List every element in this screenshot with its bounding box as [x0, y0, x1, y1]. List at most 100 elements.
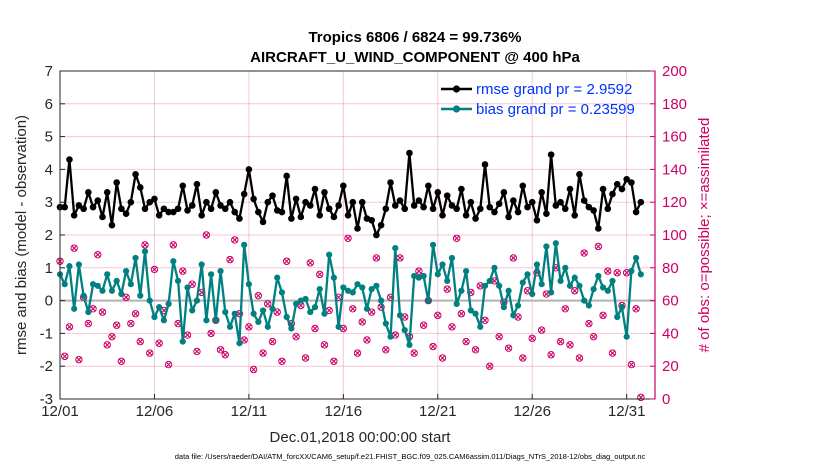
bias-point: [434, 271, 441, 278]
rmse-point: [118, 205, 125, 213]
bias-point: [269, 305, 276, 312]
rmse-point: [184, 207, 191, 214]
rmse-point: [623, 175, 630, 183]
rmse-point: [609, 190, 616, 198]
bias-point: [514, 302, 522, 309]
bias-point: [453, 300, 460, 307]
obs-possible-marker: [443, 285, 451, 293]
x-tick-label: 12/01: [41, 403, 79, 420]
bias-point: [439, 261, 446, 268]
y-right-tick-label: 40: [662, 325, 679, 342]
obs-assimilated-marker: [85, 320, 92, 327]
rmse-point: [557, 198, 564, 206]
obs-assimilated-marker: [538, 327, 545, 334]
obs-assimilated-marker: [557, 338, 564, 345]
obs-possible-marker: [122, 293, 130, 302]
obs-possible-marker: [282, 257, 291, 265]
obs-assimilated-marker: [312, 325, 318, 332]
rmse-point: [500, 189, 508, 196]
rmse-point: [396, 197, 404, 204]
bias-point: [151, 313, 158, 321]
obs-assimilated-marker: [415, 268, 422, 275]
bias-point: [85, 308, 92, 316]
bias-point: [562, 264, 569, 271]
bias-point: [529, 290, 536, 298]
obs-assimilated-marker: [600, 312, 607, 319]
y-right-tick-label: 60: [662, 293, 679, 310]
bias-point: [108, 287, 116, 294]
bias-point: [576, 282, 583, 289]
y-axis-label-right: # of obs: o=possible; ×=assimilated: [696, 118, 713, 353]
rmse-point: [70, 212, 78, 219]
rmse-point: [66, 156, 73, 163]
obs-assimilated-marker: [123, 294, 130, 301]
obs-assimilated-marker: [241, 336, 248, 343]
obs-possible-marker: [528, 334, 536, 343]
obs-possible-marker: [613, 269, 621, 277]
bias-point: [401, 327, 408, 334]
bias-point: [170, 258, 177, 265]
rmse-point: [259, 218, 267, 226]
obs-possible-marker: [226, 255, 234, 264]
rmse-point: [278, 208, 286, 216]
rmse-point: [519, 182, 527, 190]
rmse-point: [476, 205, 484, 213]
rmse-point: [443, 192, 451, 199]
obs-assimilated-marker: [420, 322, 427, 329]
rmse-point: [335, 202, 342, 209]
bias-point: [75, 261, 82, 268]
obs-assimilated-marker: [529, 335, 536, 342]
obs-possible-marker: [117, 357, 126, 365]
obs-assimilated-marker: [278, 358, 285, 365]
rmse-point: [306, 202, 314, 209]
rmse-point: [179, 182, 187, 190]
bias-point: [411, 272, 418, 280]
obs-possible-marker: [221, 351, 229, 359]
bias-point: [340, 284, 347, 291]
rmse-point: [344, 212, 352, 219]
bias-point: [420, 272, 427, 280]
obs-assimilated-marker: [104, 341, 111, 348]
obs-assimilated-marker: [217, 346, 224, 353]
rmse-point: [628, 179, 635, 186]
obs-possible-marker: [108, 332, 116, 341]
obs-possible-marker: [410, 349, 418, 357]
bias-point: [156, 304, 163, 311]
obs-possible-marker: [306, 259, 314, 267]
x-tick-label: 12/11: [231, 403, 267, 420]
bias-point: [236, 340, 243, 347]
obs-assimilated-marker: [595, 243, 602, 250]
obs-possible-marker: [65, 323, 74, 331]
rmse-point: [543, 210, 550, 217]
bias-point: [264, 323, 271, 330]
rmse-point: [382, 205, 390, 213]
obs-possible-marker: [608, 349, 617, 357]
bias-point: [614, 313, 621, 321]
obs-possible-marker: [231, 236, 239, 244]
rmse-point: [160, 205, 168, 213]
obs-assimilated-marker: [75, 356, 82, 363]
rmse-point: [212, 189, 220, 196]
bias-point: [609, 277, 616, 285]
y-right-tick-label: 200: [662, 63, 687, 80]
bias-point: [373, 282, 380, 289]
rmse-point: [406, 149, 413, 157]
rmse-point: [637, 198, 645, 206]
bias-point: [241, 241, 248, 248]
obs-possible-marker: [164, 360, 173, 369]
obs-possible-marker: [349, 305, 357, 313]
obs-possible-marker: [292, 332, 300, 341]
obs-assimilated-marker: [581, 250, 588, 257]
rmse-point: [576, 171, 583, 178]
bias-point: [61, 281, 68, 288]
rmse-point: [377, 221, 385, 229]
rmse-point: [221, 205, 229, 213]
bias-point: [382, 320, 389, 327]
obs-assimilated-marker: [165, 361, 172, 368]
obs-possible-marker: [372, 254, 381, 262]
obs-assimilated-marker: [90, 305, 97, 312]
obs-assimilated-marker: [146, 350, 153, 357]
obs-possible-marker: [519, 354, 527, 362]
rmse-point: [203, 198, 210, 206]
obs-possible-marker: [325, 306, 333, 315]
